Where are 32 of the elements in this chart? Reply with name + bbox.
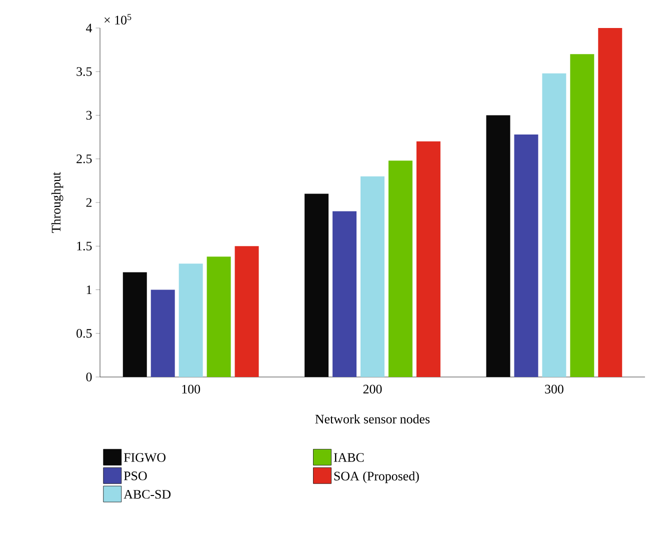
y-axis-title: Throughput xyxy=(51,172,64,233)
x-axis-title: Network sensor nodes xyxy=(315,414,430,424)
legend-label: ABC-SD xyxy=(124,490,171,499)
legend-label: PSO xyxy=(124,472,147,480)
y-tick-label: 0.5 xyxy=(76,328,92,338)
bar xyxy=(360,176,384,377)
y-tick-label: 4 xyxy=(86,24,92,32)
bar xyxy=(542,73,566,377)
y-tick-label: 1.5 xyxy=(77,242,92,250)
bar xyxy=(416,141,440,377)
y-tick-label: 2.5 xyxy=(76,154,92,164)
y-tick-label: 1 xyxy=(86,285,92,294)
x-tick-label: 100 xyxy=(182,384,200,394)
x-tick-label: 300 xyxy=(545,384,564,394)
bar xyxy=(178,264,203,377)
y-tick-label: 3 xyxy=(86,110,92,120)
text: × 10$^{5}$ xyxy=(104,14,132,24)
y-tick-label: 0 xyxy=(86,372,92,382)
x-tick-label: 200 xyxy=(363,384,382,394)
y-tick-label: 2 xyxy=(86,198,92,207)
bar xyxy=(150,290,175,377)
legend-label: SOA (Proposed) xyxy=(334,471,419,484)
legend-label: FIGWO xyxy=(124,453,166,462)
bar xyxy=(570,54,594,377)
y-tick-label: 3.5 xyxy=(76,67,92,76)
bar xyxy=(332,211,357,377)
legend-label: IABC xyxy=(334,453,364,462)
bar xyxy=(234,246,259,377)
bar xyxy=(206,256,231,377)
bar xyxy=(388,160,412,377)
bar xyxy=(514,134,538,377)
bar xyxy=(598,28,622,377)
